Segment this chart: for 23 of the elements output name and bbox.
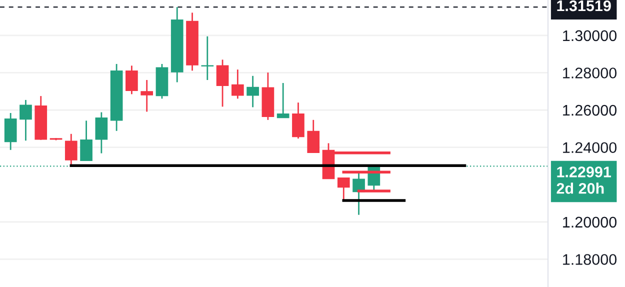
- ref-line-label: 1.22991 2d 20h: [556, 166, 612, 194]
- y-tick-label: 1.18000: [563, 254, 617, 265]
- candlestick: [64, 133, 78, 166]
- candlestick: [216, 58, 229, 108]
- candlestick: [20, 99, 32, 142]
- candlestick: [337, 177, 350, 201]
- candlestick: [307, 119, 320, 154]
- ref-line-label: 1.31519: [557, 0, 611, 12]
- candlestick: [80, 120, 92, 162]
- candlestick: [4, 112, 17, 151]
- candlestick: [292, 102, 304, 140]
- y-tick-label: 1.24000: [563, 142, 617, 154]
- candlestick: [246, 75, 259, 108]
- candlestick: [140, 79, 154, 112]
- candlestick: [231, 68, 244, 100]
- candlestick: [95, 112, 108, 154]
- candlestick: [126, 64, 138, 95]
- y-tick-label: 1.20000: [563, 216, 617, 228]
- y-tick-label: 1.28000: [563, 68, 617, 78]
- candlestick: [201, 36, 214, 81]
- y-tick-label: 1.26000: [563, 104, 617, 116]
- candlestick: [276, 82, 290, 118]
- y-tick-label: 1.30000: [563, 30, 617, 42]
